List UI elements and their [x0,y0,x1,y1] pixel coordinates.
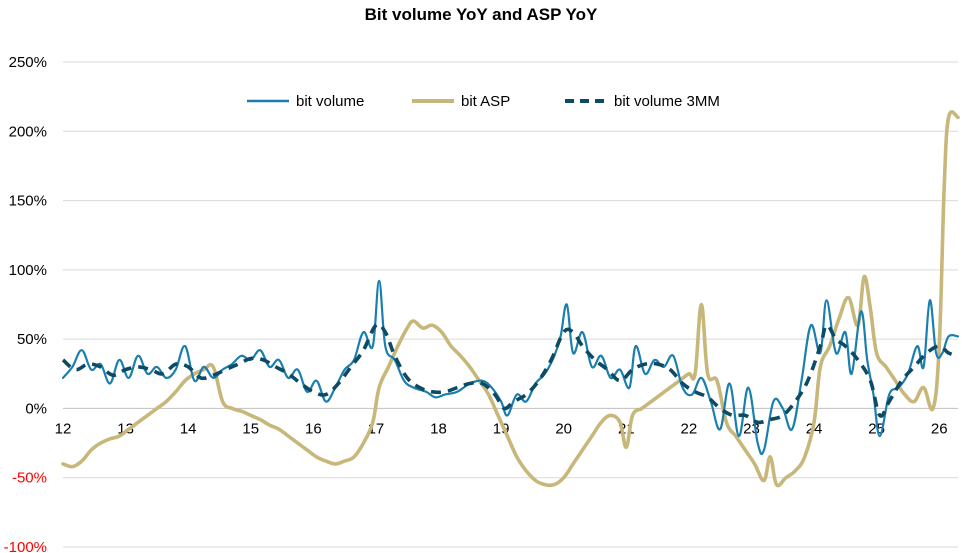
x-tick-label: 20 [555,420,572,437]
x-tick-label: 22 [681,420,698,437]
series-line-bit-volume [61,279,960,456]
grid [63,61,958,548]
legend-label: bit volume 3MM [614,93,720,110]
legend: bit volume bit ASP bit volume 3MM [247,93,720,110]
x-tick-label: 15 [242,420,259,437]
y-tick-label: 150% [9,193,47,210]
y-axis-ticks: 250% 200% 150% 100% 50% 0% -50% -100% [4,54,47,553]
y-tick-label: 100% [9,262,47,279]
y-tick-label: 250% [9,54,47,71]
chart-title: Bit volume YoY and ASP YoY [365,5,598,24]
series-line-bit-volume-3MM [61,322,959,425]
y-tick-label: 200% [9,123,47,140]
y-tick-label: -50% [12,470,47,487]
series-line-bit-ASP [61,110,960,488]
series-lines [61,110,960,488]
legend-label: bit volume [296,93,364,110]
y-tick-label: -100% [4,539,47,553]
x-tick-label: 12 [55,420,72,437]
x-tick-label: 16 [305,420,322,437]
x-tick-label: 18 [430,420,447,437]
y-tick-label: 0% [25,400,47,417]
legend-label: bit ASP [461,93,510,110]
y-tick-label: 50% [17,331,47,348]
x-tick-label: 26 [931,420,948,437]
x-tick-label: 14 [180,420,197,437]
